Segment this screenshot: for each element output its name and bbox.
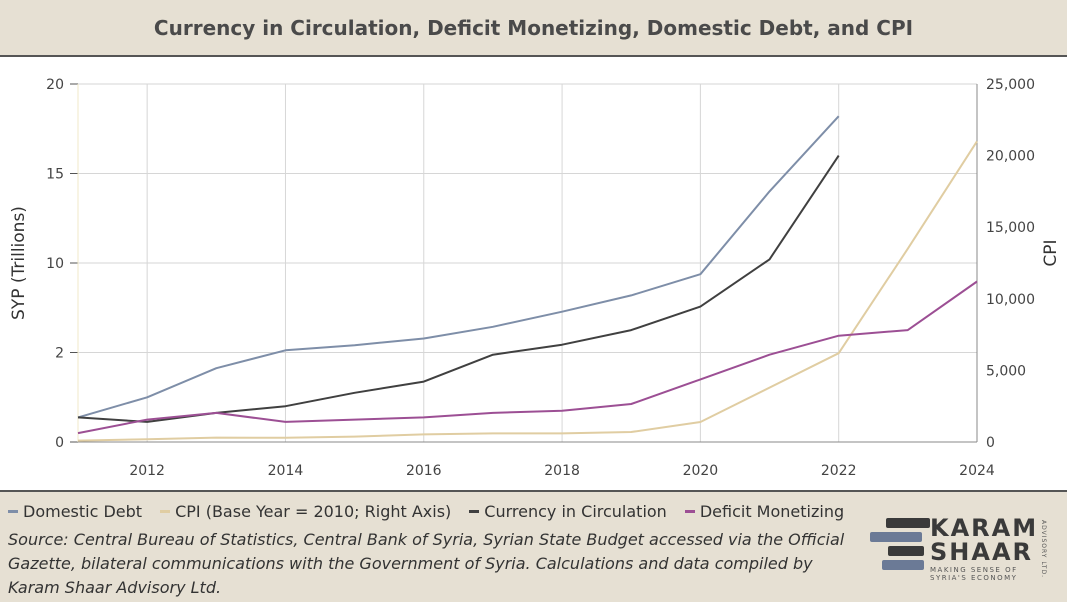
chart-legend: Domestic Debt CPI (Base Year = 2010; Righ… — [8, 502, 844, 521]
series-line-currency — [77, 155, 840, 423]
legend-swatch — [684, 510, 695, 513]
company-logo: KARAM SHAAR MAKING SENSE OF SYRIA'S ECON… — [868, 516, 1058, 586]
logo-bar — [870, 532, 922, 542]
logo-bar — [886, 518, 930, 528]
chart-title: Currency in Circulation, Deficit Monetiz… — [153, 15, 914, 40]
x-tick-label: 2012 — [129, 463, 165, 479]
legend-item: Domestic Debt — [8, 502, 142, 521]
logo-word-shaar: SHAAR — [930, 538, 1033, 566]
y2-tick-label: 0 — [986, 435, 995, 451]
legend-swatch — [8, 510, 18, 513]
line-chart: 0 2 10 15 20 2012 2014 2016 2018 2020 2022 2024 0 5,0… — [9, 77, 1061, 479]
x-tick-label: 2014 — [268, 463, 304, 479]
y-tick-label: 10 — [46, 256, 64, 272]
legend-swatch — [160, 510, 171, 513]
x-tick-label: 2016 — [406, 463, 442, 479]
x-tick-label: 2022 — [821, 463, 857, 479]
legend-label: Currency in Circulation — [484, 502, 667, 521]
y-tick-label: 15 — [46, 167, 64, 183]
legend-swatch — [469, 510, 480, 513]
y2-axis-title: CPI — [1041, 239, 1061, 266]
footer: Domestic Debt CPI (Base Year = 2010; Righ… — [0, 490, 1067, 602]
legend-item: Deficit Monetizing — [684, 502, 845, 521]
series-line-domestic-debt — [77, 115, 840, 419]
y2-tick-label: 20,000 — [986, 149, 1035, 165]
y-axis-title: SYP (Trillions) — [9, 206, 29, 320]
y2-tick-label: 10,000 — [986, 292, 1035, 308]
logo-tagline: MAKING SENSE OF SYRIA'S ECONOMY — [930, 566, 1018, 582]
x-tick-label: 2024 — [959, 463, 995, 479]
series-line-deficit — [77, 280, 978, 435]
legend-item: CPI (Base Year = 2010; Right Axis) — [160, 502, 451, 521]
legend-label: Domestic Debt — [23, 502, 143, 521]
x-tick-label: 2020 — [683, 463, 719, 479]
plot-panel: 0 2 10 15 20 2012 2014 2016 2018 2020 2022 2024 0 5,0… — [0, 57, 1067, 490]
logo-vertical-text: ADVISORY LTD. — [1040, 520, 1047, 579]
y2-tick-label: 5,000 — [986, 363, 1026, 379]
y-tick-label: 0 — [55, 435, 64, 451]
legend-item: Currency in Circulation — [469, 502, 667, 521]
legend-label: Deficit Monetizing — [699, 502, 845, 521]
y-tick-label: 2 — [55, 346, 64, 362]
legend-label: CPI (Base Year = 2010; Right Axis) — [175, 502, 452, 521]
y-tick-label: 20 — [46, 77, 64, 93]
title-bar: Currency in Circulation, Deficit Monetiz… — [0, 0, 1067, 57]
source-note: Source: Central Bureau of Statistics, Ce… — [8, 530, 845, 597]
logo-bar — [888, 546, 924, 556]
y2-tick-label: 25,000 — [986, 77, 1035, 93]
x-tick-label: 2018 — [544, 463, 580, 479]
logo-word-karam: KARAM — [930, 514, 1039, 542]
series-line-cpi — [77, 140, 978, 442]
logo-bar — [882, 560, 924, 570]
y2-tick-label: 15,000 — [986, 220, 1035, 236]
